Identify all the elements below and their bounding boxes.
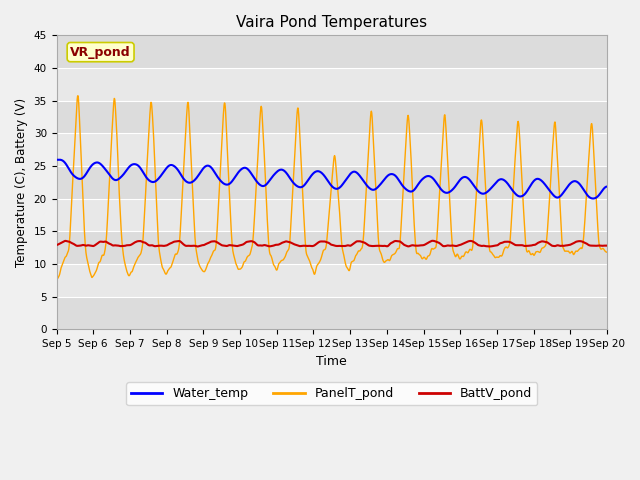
Text: VR_pond: VR_pond: [70, 46, 131, 59]
X-axis label: Time: Time: [316, 355, 347, 368]
Title: Vaira Pond Temperatures: Vaira Pond Temperatures: [236, 15, 428, 30]
Bar: [56, 101, 607, 133]
Bar: [56, 133, 607, 166]
Bar: [56, 199, 607, 231]
Bar: [56, 264, 607, 297]
Bar: [56, 166, 607, 199]
Bar: [56, 68, 607, 101]
Bar: [56, 36, 607, 68]
Y-axis label: Temperature (C), Battery (V): Temperature (C), Battery (V): [15, 98, 28, 267]
Bar: [56, 231, 607, 264]
Legend: Water_temp, PanelT_pond, BattV_pond: Water_temp, PanelT_pond, BattV_pond: [126, 383, 538, 406]
Bar: [56, 297, 607, 329]
